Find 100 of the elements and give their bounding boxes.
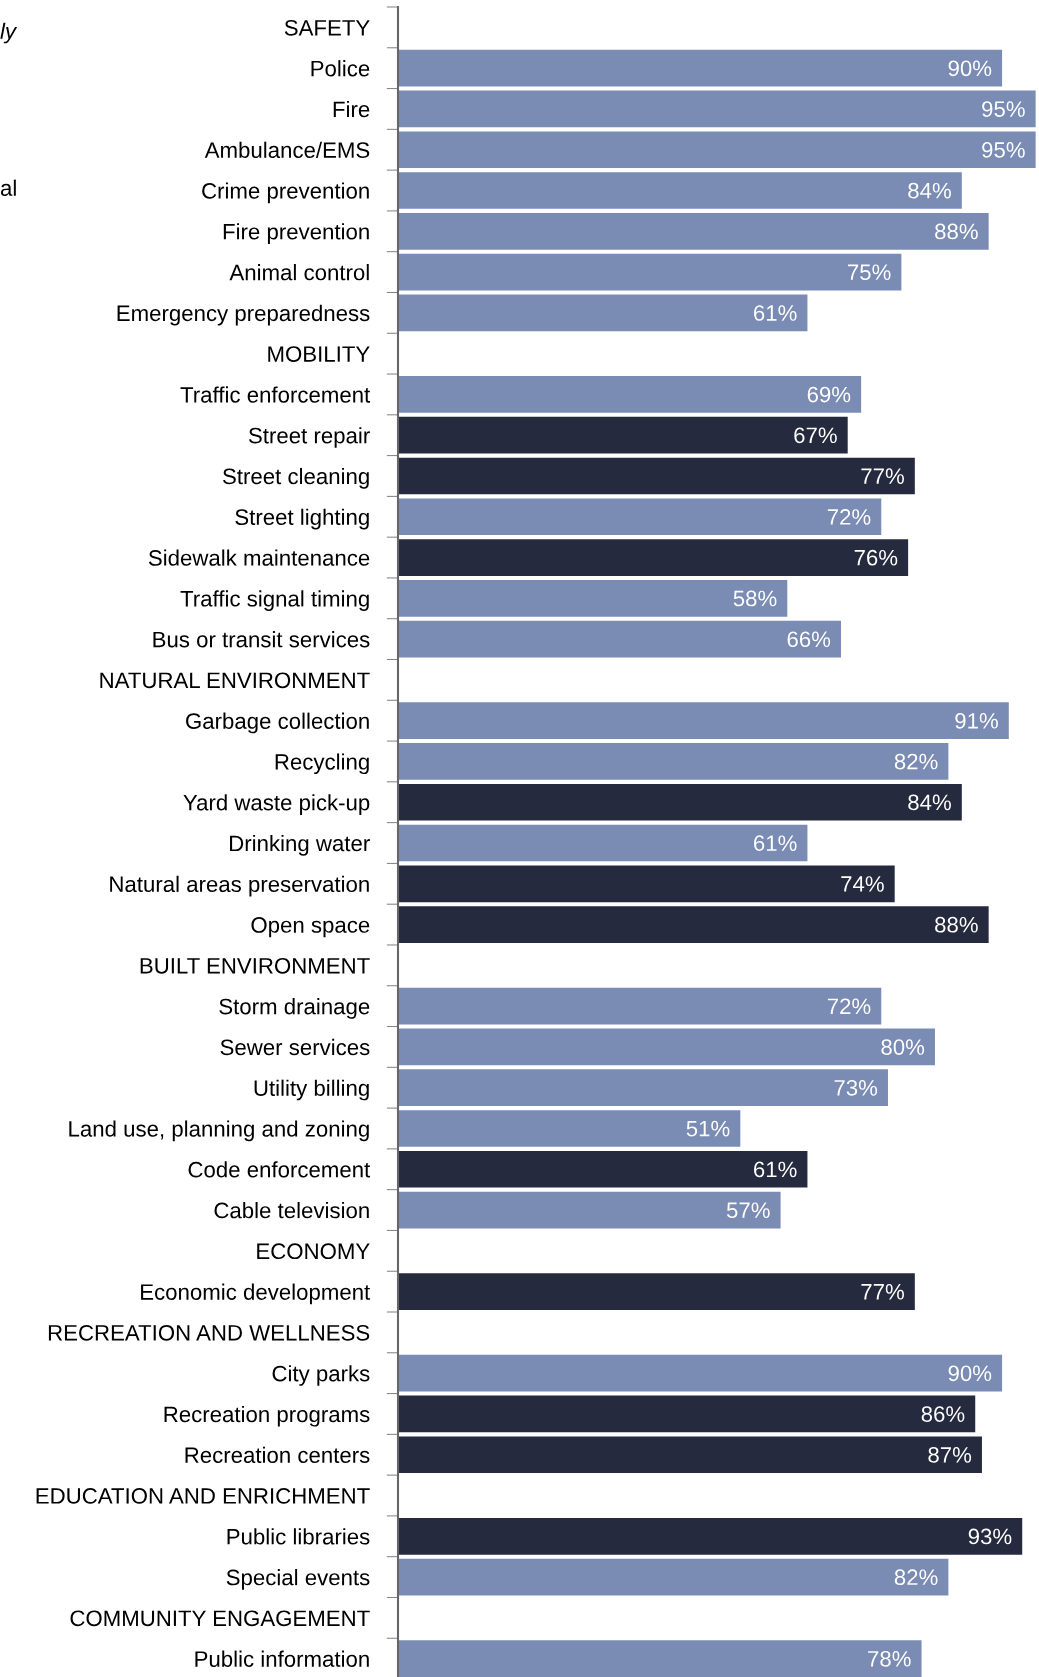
text: al <box>0 179 16 196</box>
data-label: 61% <box>754 835 797 852</box>
data-label: 72% <box>827 998 871 1015</box>
bar <box>398 783 962 821</box>
bar <box>398 1028 935 1066</box>
data-label: 88% <box>935 223 978 240</box>
bar <box>398 294 808 332</box>
y-tick-label: Land use, planning and zoning <box>69 1120 369 1142</box>
data-label: 61% <box>754 1161 797 1178</box>
data-label: 67% <box>794 427 837 444</box>
data-label: 91% <box>955 712 998 729</box>
bar <box>398 579 788 617</box>
y-tick-label: Storm drainage <box>219 998 370 1019</box>
y-tick-label: Street repair <box>248 427 370 448</box>
data-label: 69% <box>807 386 851 403</box>
y-tick-label: Sidewalk maintenance <box>148 549 370 566</box>
y-tick-label: NATURAL ENVIRONMENT <box>100 672 370 689</box>
y-tick-label: Yard waste pick-up <box>183 794 370 815</box>
bar <box>398 90 1036 128</box>
data-label: 90% <box>948 1365 992 1382</box>
bar <box>398 1436 982 1474</box>
y-tick-label: Police <box>311 60 370 77</box>
bar <box>398 539 909 576</box>
y-tick-label: COMMUNITY ENGAGEMENT <box>70 1610 370 1627</box>
data-label: 90% <box>948 60 992 77</box>
y-tick-label: Cable television <box>214 1202 369 1219</box>
y-tick-label: Special events <box>226 1569 370 1590</box>
bar <box>398 1069 888 1107</box>
y-tick-label: Recreation centers <box>185 1446 370 1464</box>
data-label: 73% <box>834 1079 878 1096</box>
bar <box>398 1517 1023 1555</box>
y-tick-label: Utility billing <box>254 1079 369 1101</box>
data-label: 75% <box>848 264 891 281</box>
data-label: 80% <box>881 1039 925 1055</box>
bar <box>398 172 962 209</box>
bar <box>398 498 882 536</box>
data-label: 82% <box>894 753 938 770</box>
y-tick-label: Recycling <box>275 753 369 775</box>
bar <box>398 212 989 250</box>
bar <box>398 1273 915 1310</box>
y-tick-label: Emergency preparedness <box>117 304 370 326</box>
data-label: 86% <box>921 1406 965 1422</box>
y-tick-label: Fire prevention <box>223 223 369 244</box>
bar <box>398 865 895 903</box>
y-tick-label: Drinking water <box>230 834 370 856</box>
text: ly <box>0 22 18 44</box>
data-label: 66% <box>787 631 831 648</box>
data-label: 82% <box>894 1569 938 1586</box>
y-tick-label: Street cleaning <box>223 467 369 489</box>
data-label: 78% <box>868 1650 911 1667</box>
bar <box>398 906 989 943</box>
data-label: 51% <box>686 1120 730 1137</box>
data-label: 93% <box>968 1528 1012 1545</box>
y-tick-label: Economic development <box>141 1283 371 1305</box>
data-label: 84% <box>908 794 951 811</box>
y-tick-label: RECREATION AND WELLNESS <box>48 1324 370 1341</box>
bar <box>398 416 848 454</box>
y-tick-label: SAFETY <box>284 19 370 36</box>
bar <box>398 743 949 780</box>
bar <box>398 1640 922 1677</box>
y-tick-label: Traffic enforcement <box>180 386 371 403</box>
y-tick-label: MOBILITY <box>268 346 370 362</box>
bar <box>398 376 862 413</box>
data-label: 72% <box>827 509 871 525</box>
bar <box>398 620 841 658</box>
y-tick-label: EDUCATION AND ENRICHMENT <box>36 1488 370 1504</box>
y-tick-label: Fire <box>333 100 370 118</box>
data-label: 87% <box>928 1447 972 1463</box>
bar <box>398 1191 781 1229</box>
y-tick-label: Recreation programs <box>164 1405 370 1427</box>
data-label: 84% <box>908 182 951 199</box>
bar <box>398 457 915 495</box>
data-label: 95% <box>982 101 1025 117</box>
data-label: 61% <box>754 305 797 321</box>
bar <box>398 1150 808 1188</box>
y-tick-label: BUILT ENVIRONMENT <box>140 957 370 974</box>
bar <box>398 824 808 862</box>
y-tick-label: Crime prevention <box>202 182 369 204</box>
y-tick-label: Ambulance/EMS <box>204 141 370 159</box>
bar <box>398 1354 1003 1392</box>
y-tick-label: Public libraries <box>227 1528 370 1545</box>
y-tick-label: Traffic signal timing <box>180 590 369 611</box>
y-tick-label: Open space <box>251 917 370 938</box>
y-tick-label: Garbage collection <box>186 712 369 734</box>
y-tick-label: Natural areas preservation <box>110 875 369 897</box>
data-label: 95% <box>982 142 1025 158</box>
bar <box>398 1558 949 1596</box>
y-tick-label: ECONOMY <box>257 1243 370 1260</box>
data-label: 76% <box>854 549 898 566</box>
bar <box>398 1110 741 1147</box>
data-label: 57% <box>726 1202 770 1219</box>
data-label: 77% <box>861 468 904 484</box>
data-label: 88% <box>935 916 978 933</box>
bar <box>398 987 882 1025</box>
y-tick-label: City parks <box>272 1365 370 1386</box>
bar <box>398 702 1009 740</box>
y-tick-label: Sewer services <box>220 1038 370 1056</box>
y-tick-label: Street lighting <box>235 508 369 530</box>
y-tick-label: Code enforcement <box>188 1161 371 1178</box>
bar <box>398 49 1003 87</box>
